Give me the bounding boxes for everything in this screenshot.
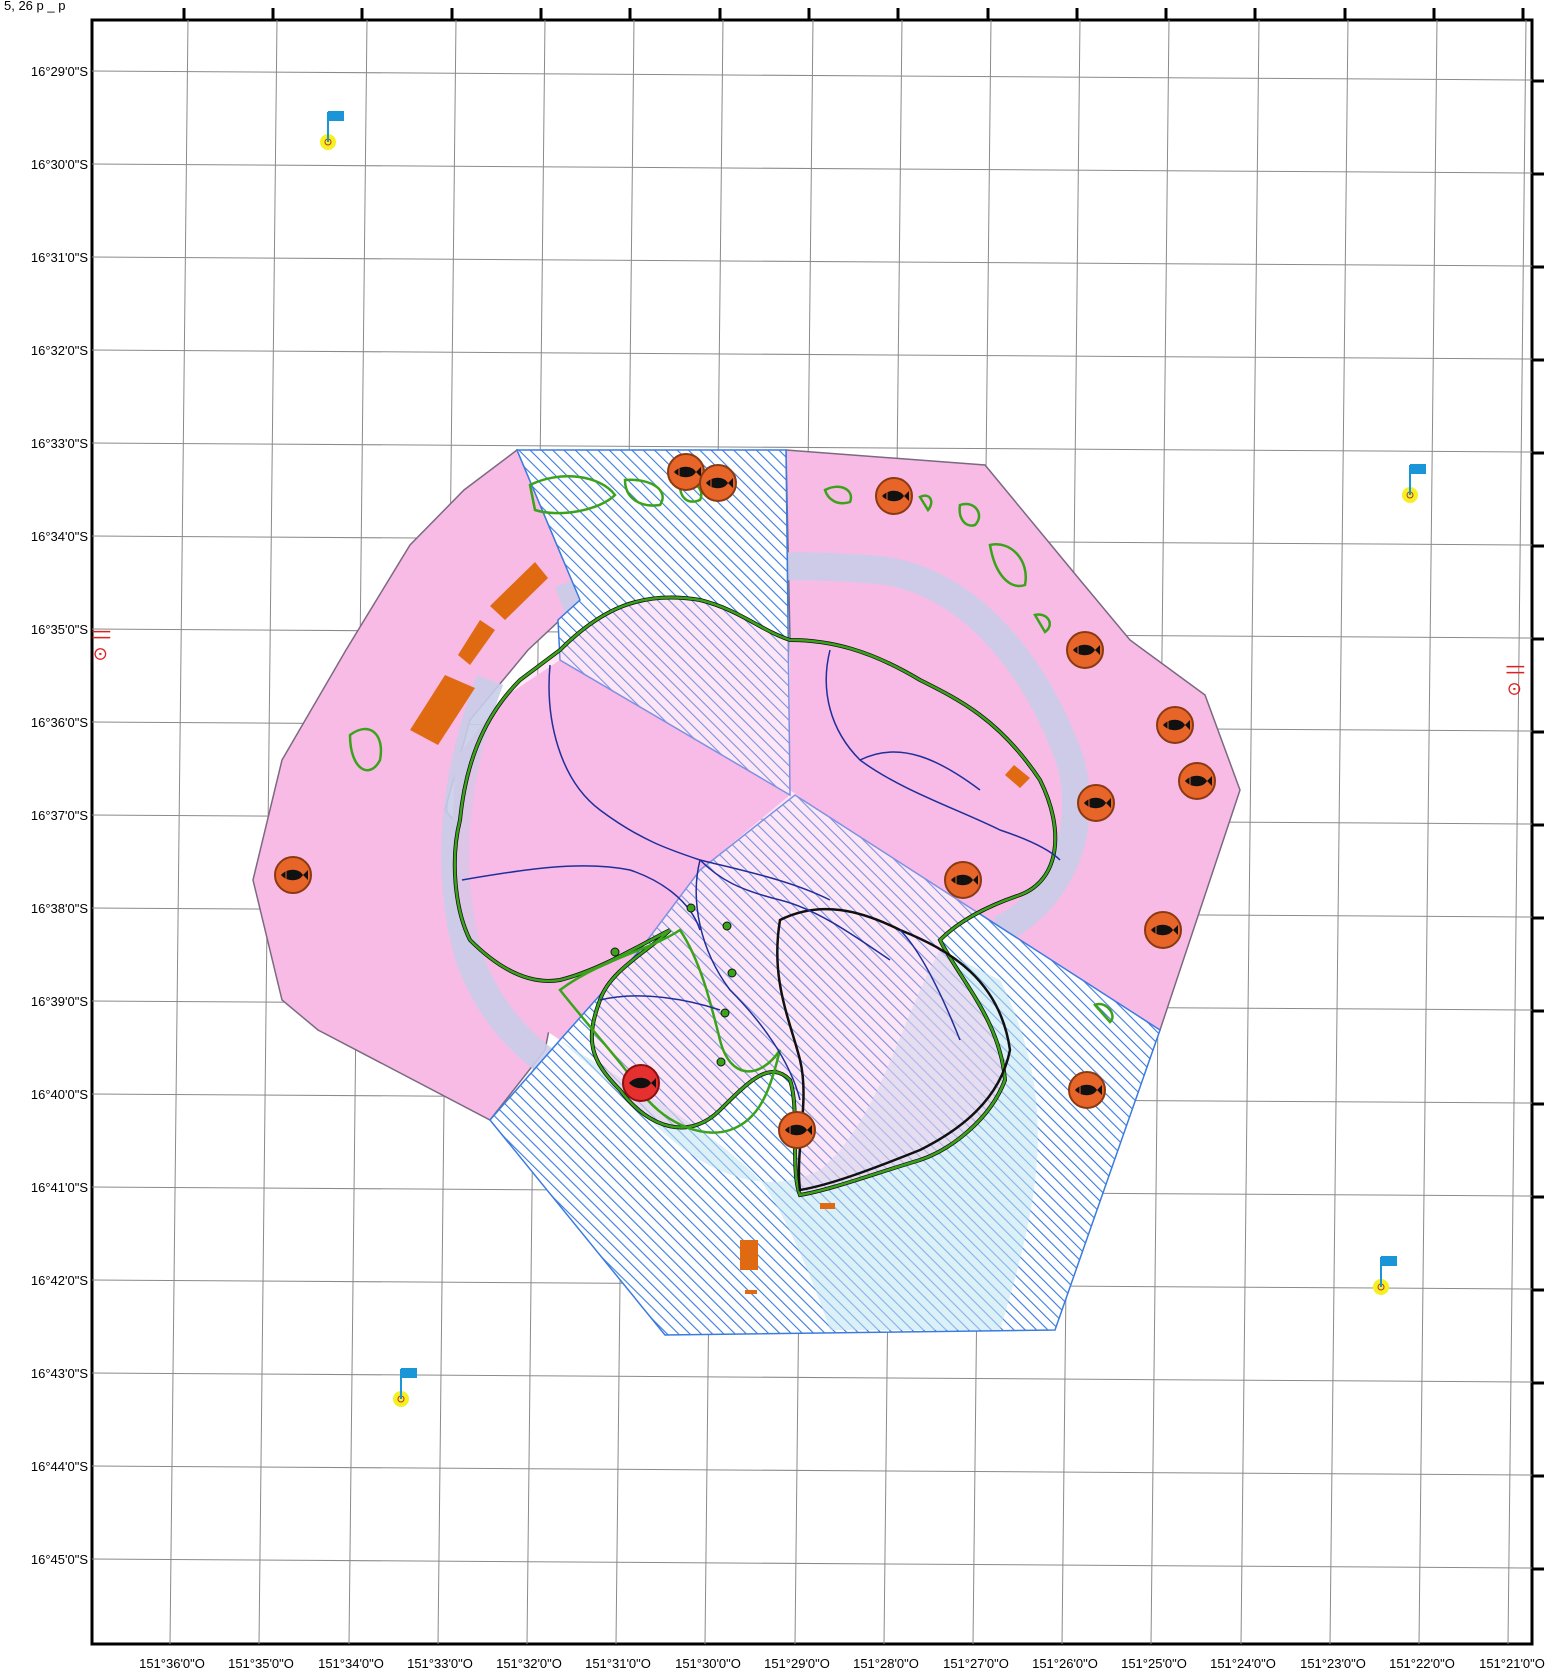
north-arrow-icon: ⊙ || [90, 629, 111, 662]
lagoon-south-shallow [560, 950, 1038, 1330]
top-clipped-text: 5, 26 p _ p [4, 0, 65, 13]
zone-center-pink[interactable] [450, 660, 790, 1040]
fish-icon[interactable] [667, 453, 705, 491]
lat-label: 16°41'0"S [31, 1180, 88, 1195]
fish-icon[interactable] [778, 1111, 816, 1149]
lon-label: 151°22'0"O [1389, 1656, 1455, 1671]
lon-label: 151°25'0"O [1121, 1656, 1187, 1671]
lon-label: 151°21'0"O [1479, 1656, 1545, 1671]
fish-icon[interactable] [875, 477, 913, 515]
management-zones [252, 448, 1241, 1121]
longitude-labels: 151°36'0"O 151°35'0"O 151°34'0"O 151°33'… [139, 1656, 1545, 1671]
lat-label: 16°44'0"S [31, 1459, 88, 1474]
reef-outline [453, 596, 1057, 1197]
reef-patches [348, 475, 1114, 1024]
frame-ticks [182, 8, 1544, 1571]
lon-label: 151°28'0"O [853, 1656, 919, 1671]
lon-label: 151°23'0"O [1300, 1656, 1366, 1671]
orange-features [410, 562, 1030, 1294]
fish-icon[interactable] [1144, 911, 1182, 949]
north-arrow-icon: ⊙ || [1504, 664, 1525, 697]
fish-icon[interactable] [1178, 762, 1216, 800]
zone-east-inner-pink[interactable] [790, 640, 1065, 900]
latitude-labels: 16°29'0"S 16°30'0"S 16°31'0"S 16°32'0"S … [31, 64, 88, 1567]
fish-icon[interactable] [1068, 1071, 1106, 1109]
fish-icon[interactable] [1066, 631, 1104, 669]
lon-label: 151°30'0"O [675, 1656, 741, 1671]
lon-label: 151°35'0"O [228, 1656, 294, 1671]
lat-label: 16°36'0"S [31, 715, 88, 730]
lat-label: 16°35'0"S [31, 622, 88, 637]
north-arrow-right: ⊙ || [1504, 664, 1525, 697]
lat-label: 16°42'0"S [31, 1273, 88, 1288]
fish-icon[interactable] [274, 856, 312, 894]
lat-label: 16°39'0"S [31, 994, 88, 1009]
hatched-zones [489, 449, 1161, 1336]
lat-label: 16°30'0"S [31, 157, 88, 172]
fish-icon[interactable] [699, 464, 737, 502]
fish-icon[interactable] [944, 861, 982, 899]
north-arrow-left: ⊙ || [90, 629, 111, 662]
zone-north-hatched[interactable] [515, 449, 791, 797]
green-dots [610, 903, 737, 1067]
lat-label: 16°45'0"S [31, 1552, 88, 1567]
lon-label: 151°36'0"O [139, 1656, 205, 1671]
lat-label: 16°40'0"S [31, 1087, 88, 1102]
fish-icon[interactable] [1156, 706, 1194, 744]
lat-label: 16°34'0"S [31, 529, 88, 544]
lon-label: 151°34'0"O [318, 1656, 384, 1671]
lat-label: 16°38'0"S [31, 901, 88, 916]
lon-label: 151°27'0"O [943, 1656, 1009, 1671]
lat-label: 16°43'0"S [31, 1366, 88, 1381]
lat-label: 16°32'0"S [31, 343, 88, 358]
lat-label: 16°29'0"S [31, 64, 88, 79]
lon-label: 151°24'0"O [1210, 1656, 1276, 1671]
lat-label: 16°37'0"S [31, 808, 88, 823]
fish-icon-highlighted[interactable] [622, 1064, 660, 1102]
lat-label: 16°33'0"S [31, 436, 88, 451]
lat-label: 16°31'0"S [31, 250, 88, 265]
lon-label: 151°31'0"O [585, 1656, 651, 1671]
fish-icon[interactable] [1077, 784, 1115, 822]
lon-label: 151°33'0"O [407, 1656, 473, 1671]
lon-label: 151°29'0"O [764, 1656, 830, 1671]
lon-label: 151°32'0"O [496, 1656, 562, 1671]
fish-markers [274, 453, 1216, 1149]
lon-label: 151°26'0"O [1032, 1656, 1098, 1671]
rivers [461, 649, 1061, 1101]
